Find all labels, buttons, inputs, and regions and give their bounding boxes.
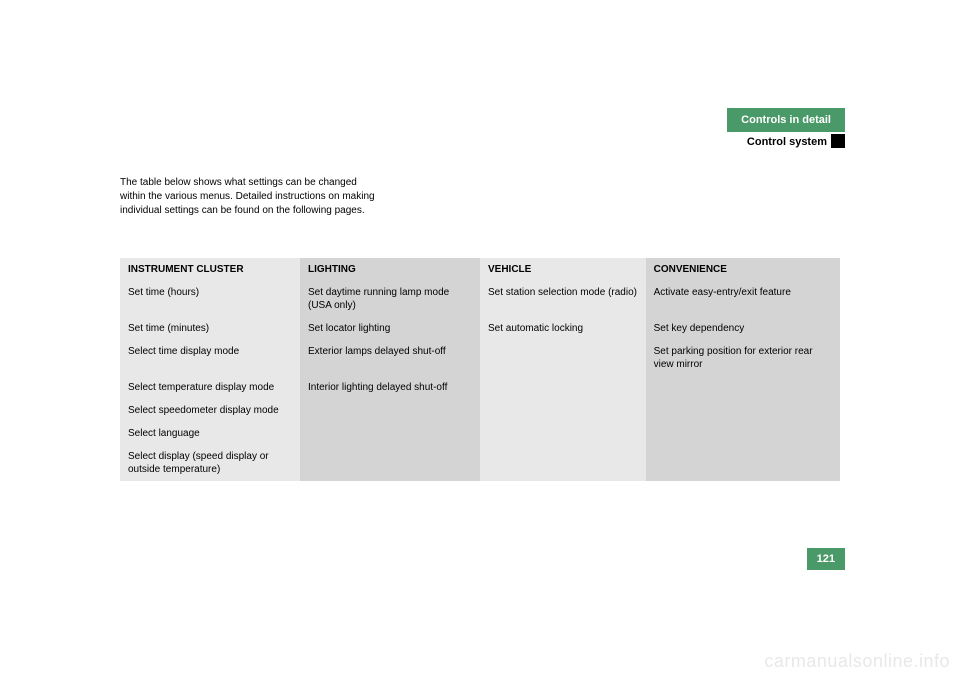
cell xyxy=(646,399,840,422)
table-row: Select temperature display mode Interior… xyxy=(120,376,840,399)
subsection-title: Control system xyxy=(747,136,827,148)
cell: Interior lighting delayed shut-off xyxy=(300,376,480,399)
cell: Select temperature display mode xyxy=(120,376,300,399)
page-number: 121 xyxy=(807,548,845,570)
cell: Exterior lamps delayed shut-off xyxy=(300,340,480,376)
col-header: LIGHTING xyxy=(300,258,480,281)
intro-paragraph: The table below shows what settings can … xyxy=(120,176,380,218)
table-row: Select speedometer display mode xyxy=(120,399,840,422)
table-row: Set time (hours) Set daytime running lam… xyxy=(120,281,840,317)
page-header: Controls in detail Control system xyxy=(727,108,845,150)
table-row: Select language xyxy=(120,422,840,445)
black-square-icon xyxy=(831,134,845,148)
subsection-row: Control system xyxy=(727,132,845,150)
cell xyxy=(646,422,840,445)
col-header: CONVENIENCE xyxy=(646,258,840,281)
cell xyxy=(480,445,646,481)
cell: Activate easy-entry/exit feature xyxy=(646,281,840,317)
cell xyxy=(646,445,840,481)
cell: Set daytime running lamp mode (USA only) xyxy=(300,281,480,317)
cell: Set time (minutes) xyxy=(120,317,300,340)
cell: Select speedometer display mode xyxy=(120,399,300,422)
cell xyxy=(480,422,646,445)
cell xyxy=(480,340,646,376)
table-row: Select display (speed display or outside… xyxy=(120,445,840,481)
section-tab: Controls in detail xyxy=(727,108,845,132)
cell: Set locator lighting xyxy=(300,317,480,340)
cell: Set key dependency xyxy=(646,317,840,340)
cell xyxy=(300,445,480,481)
cell xyxy=(300,422,480,445)
table-row: Select time display mode Exterior lamps … xyxy=(120,340,840,376)
cell: Select time display mode xyxy=(120,340,300,376)
col-header: INSTRUMENT CLUSTER xyxy=(120,258,300,281)
cell xyxy=(646,376,840,399)
cell: Set station selection mode (radio) xyxy=(480,281,646,317)
cell xyxy=(480,376,646,399)
cell: Select display (speed display or outside… xyxy=(120,445,300,481)
cell: Set automatic locking xyxy=(480,317,646,340)
cell xyxy=(480,399,646,422)
cell: Select language xyxy=(120,422,300,445)
table-header-row: INSTRUMENT CLUSTER LIGHTING VEHICLE CONV… xyxy=(120,258,840,281)
table-row: Set time (minutes) Set locator lighting … xyxy=(120,317,840,340)
cell: Set time (hours) xyxy=(120,281,300,317)
watermark: carmanualsonline.info xyxy=(764,651,950,672)
cell xyxy=(300,399,480,422)
settings-table: INSTRUMENT CLUSTER LIGHTING VEHICLE CONV… xyxy=(120,258,840,481)
cell: Set parking position for exterior rear v… xyxy=(646,340,840,376)
col-header: VEHICLE xyxy=(480,258,646,281)
